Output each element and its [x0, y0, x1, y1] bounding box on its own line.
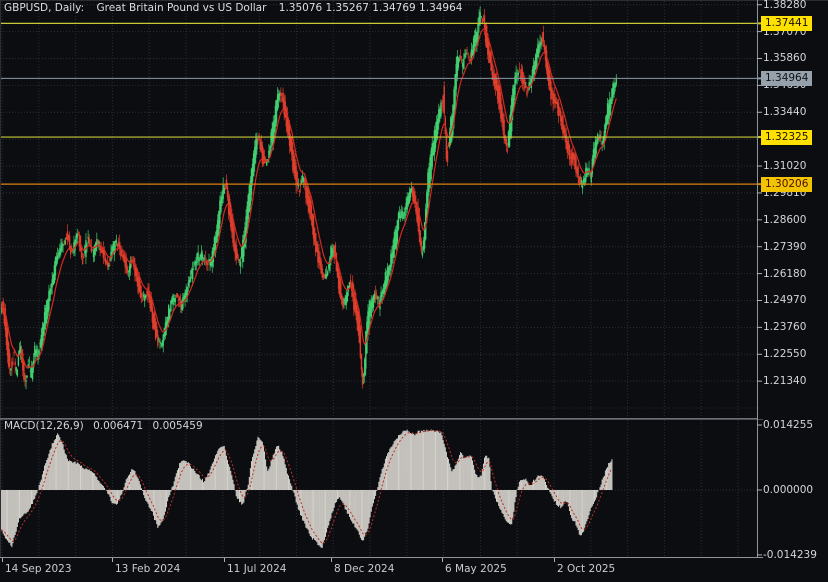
price-tick-label: 1.27390	[763, 240, 807, 253]
current-price-label: 1.34964	[761, 70, 813, 86]
date-label: 13 Feb 2024	[115, 563, 181, 575]
price-tick-label: 1.35860	[763, 52, 807, 65]
indicator-name: MACD(12,26,9)	[4, 420, 84, 432]
price-tick-label: 1.28600	[763, 213, 807, 226]
date-label: 14 Sep 2023	[5, 563, 72, 575]
macd-tick-label: 0.014255	[763, 418, 814, 431]
date-label: 8 Dec 2024	[334, 563, 395, 575]
price-tick-label: 1.21340	[763, 375, 807, 388]
date-label: 11 Jul 2024	[227, 563, 287, 575]
price-tick-label: 1.26180	[763, 267, 807, 280]
hline-price-label: 1.30206	[761, 176, 813, 192]
symbol-period-label: GBPUSD, Daily:	[4, 2, 85, 14]
price-tick-label: 1.31020	[763, 160, 807, 173]
indicator-label: MACD(12,26,9) 0.006471 0.005459	[4, 420, 209, 432]
ohlc-values: 1.35076 1.35267 1.34769 1.34964	[278, 2, 463, 14]
macd-tick-label: 0.000000	[763, 484, 814, 496]
indicator-macd-value: 0.006471	[93, 420, 144, 432]
date-label: 6 May 2025	[445, 563, 507, 575]
hline-price-label: 1.37441	[761, 15, 813, 31]
date-label: 2 Oct 2025	[557, 563, 616, 575]
price-tick-label: 1.38280	[763, 0, 807, 11]
macd-tick-label: -0.014239	[763, 548, 817, 561]
hline-price-label: 1.32325	[761, 129, 813, 145]
price-tick-label: 1.24970	[763, 294, 807, 307]
price-tick-label: 1.22550	[763, 348, 807, 361]
chart-title: GBPUSD, Daily: Great Britain Pound vs US…	[4, 2, 471, 14]
price-tick-label: 1.23760	[763, 321, 807, 334]
price-tick-label: 1.33440	[763, 106, 807, 119]
indicator-signal-value: 0.005459	[152, 420, 203, 432]
symbol-description: Great Britain Pound vs US Dollar	[96, 2, 267, 14]
